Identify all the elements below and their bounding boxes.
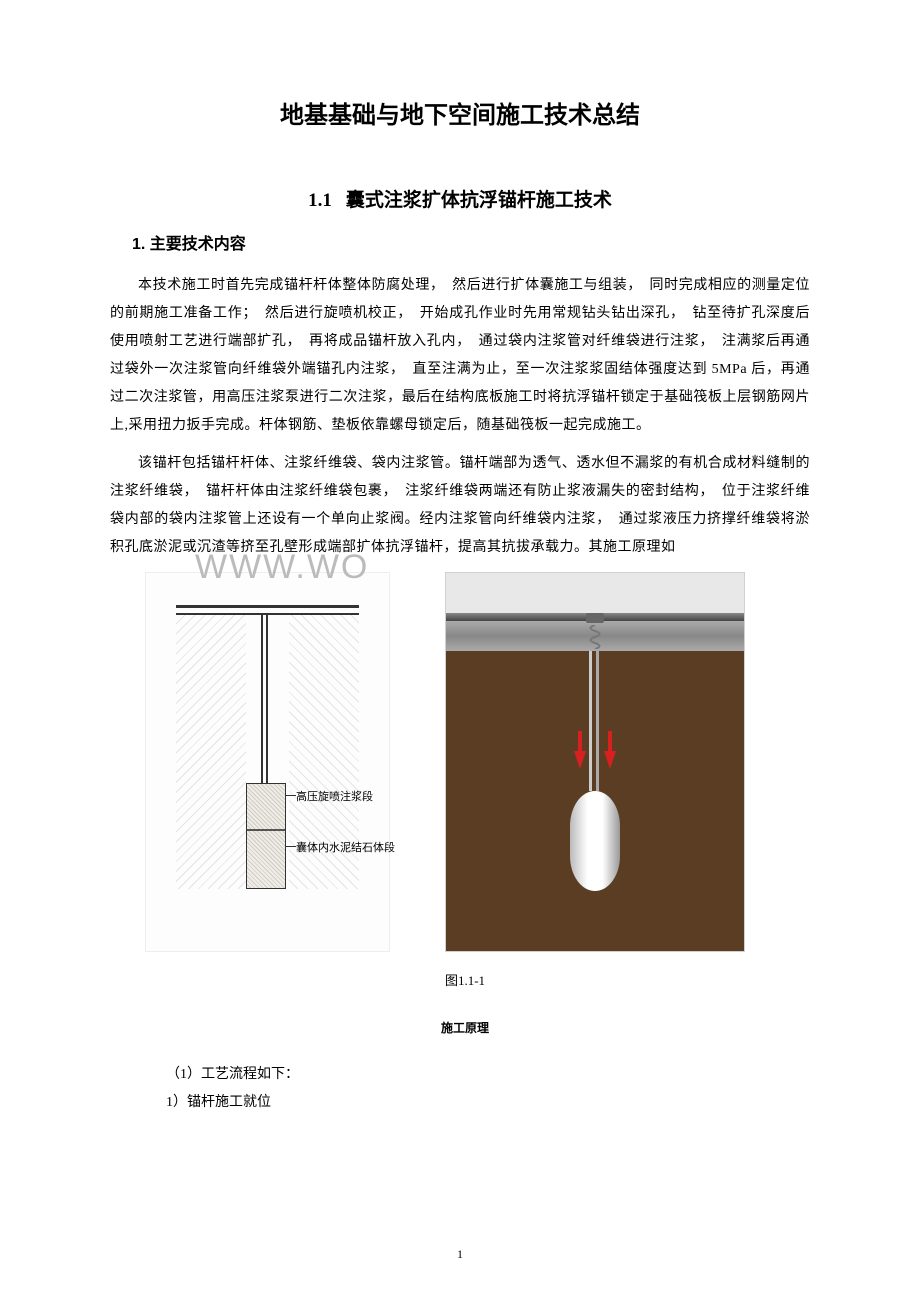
- section-heading-text: 囊式注浆扩体抗浮锚杆施工技术: [346, 190, 612, 211]
- document-title: 地基基础与地下空间施工技术总结: [110, 95, 810, 130]
- list-item-2: 1）锚杆施工就位: [166, 1089, 810, 1117]
- expansion-bulb: [570, 791, 620, 891]
- anchor-body: [246, 783, 286, 889]
- shaft-line-2: [266, 613, 268, 783]
- down-arrow-left-icon: [574, 751, 586, 769]
- section-heading: 1.1 囊式注浆扩体抗浮锚杆施工技术: [110, 185, 810, 212]
- leader-line-2: [286, 846, 296, 847]
- shaft-render-1: [589, 651, 592, 791]
- down-arrow-right-icon: [604, 751, 616, 769]
- figure-outer-caption: 施工原理: [145, 1019, 785, 1036]
- body-divider: [247, 829, 285, 831]
- label-cement-body: 囊体内水泥结石体段: [296, 839, 395, 855]
- shaft-render-2: [596, 651, 599, 791]
- diagram-left: 高压旋喷注浆段 囊体内水泥结石体段: [145, 572, 390, 952]
- hatch-left: [176, 615, 246, 889]
- list-item-1: （1）工艺流程如下：: [166, 1061, 810, 1089]
- figure-inner-caption: 图1.1-1: [145, 960, 785, 989]
- leader-line-1: [286, 795, 296, 796]
- page-number: 1: [0, 1247, 920, 1262]
- paragraph-1: 本技术施工时首先完成锚杆杆体整体防腐处理， 然后进行扩体囊施工与组装， 同时完成…: [110, 272, 810, 440]
- paragraph-2: 该锚杆包括锚杆杆体、注浆纤维袋、袋内注浆管。锚杆端部为透气、透水但不漏浆的有机合…: [110, 450, 810, 562]
- spring-icon: [584, 625, 606, 649]
- subtitle: 1. 主要技术内容: [132, 230, 810, 254]
- section-number: 1.1: [308, 190, 332, 211]
- top-bar: [176, 605, 359, 608]
- figure-row: 高压旋喷注浆段 囊体内水泥结石体段: [145, 572, 785, 952]
- diagram-right: [445, 572, 745, 952]
- shaft-line-1: [261, 613, 263, 783]
- label-jet-grouting: 高压旋喷注浆段: [296, 788, 373, 804]
- anchor-nut: [586, 613, 604, 623]
- figure-container: WWW.WO 高压旋喷注浆段 囊体内水泥结石体段: [145, 572, 785, 1036]
